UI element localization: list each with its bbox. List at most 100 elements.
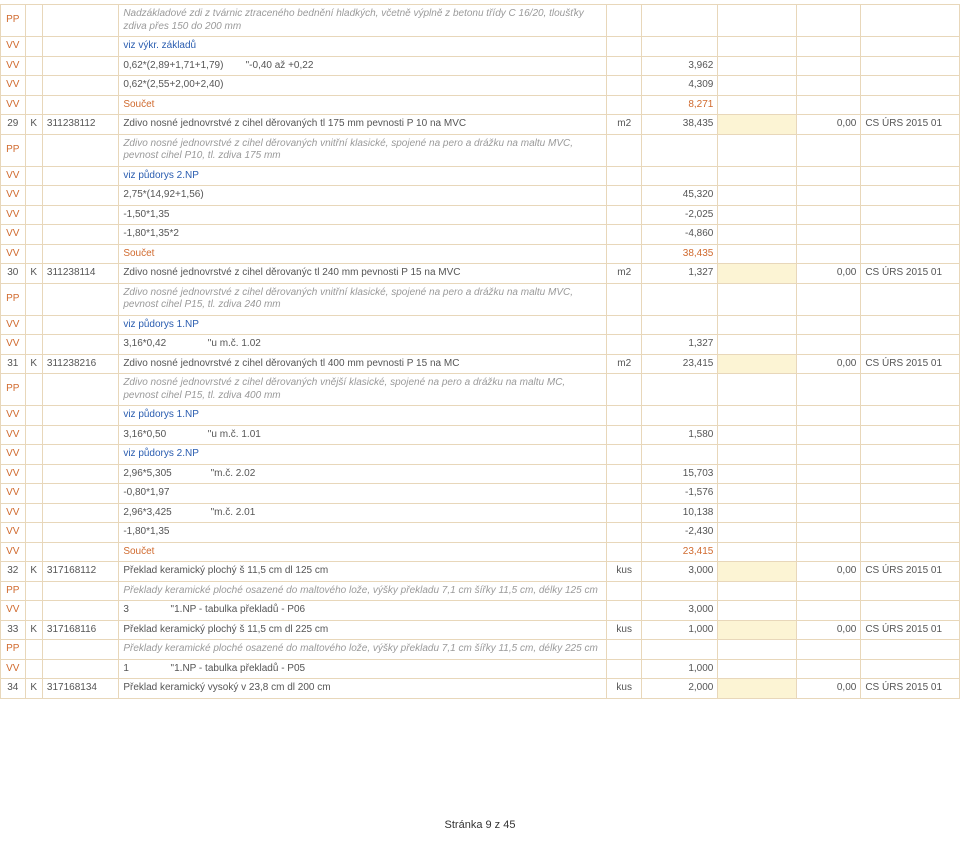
item-unit-price xyxy=(718,115,797,135)
cell-c2 xyxy=(25,37,42,57)
item-total-text: 0,00 xyxy=(837,358,856,369)
row-tag-pp: PP xyxy=(1,283,26,315)
cell-c9 xyxy=(861,166,960,186)
sum-label-text: Součet xyxy=(123,248,154,259)
item-quantity-text: 2,000 xyxy=(688,682,713,693)
item-code-text: 317168112 xyxy=(47,565,96,576)
table-row: 34K317168134Překlad keramický vysoký v 2… xyxy=(1,679,960,699)
item-code: 311238112 xyxy=(42,115,118,135)
calc-result: -2,430 xyxy=(641,523,717,543)
item-unit-price xyxy=(718,679,797,699)
item-number-text: 32 xyxy=(7,565,18,576)
item-description: Zdivo nosné jednovrstvé z cihel děrovaný… xyxy=(119,354,607,374)
row-tag-pp-text: PP xyxy=(6,144,19,155)
calc-result: -2,025 xyxy=(641,205,717,225)
calc-result: 15,703 xyxy=(641,464,717,484)
table-row: PPNadzákladové zdi z tvárnic ztraceného … xyxy=(1,5,960,37)
row-tag-vv-text: VV xyxy=(6,99,19,110)
item-description: Zdivo nosné jednovrstvé z cihel děrovaný… xyxy=(119,115,607,135)
cell-c5 xyxy=(607,37,642,57)
row-tag-vv-text: VV xyxy=(6,189,19,200)
cell-c3 xyxy=(42,5,118,37)
cell-c9 xyxy=(861,56,960,76)
item-description-text: Zdivo nosné jednovrstvé z cihel děrovaný… xyxy=(123,118,466,129)
row-tag-vv-text: VV xyxy=(6,40,19,51)
cell-c5 xyxy=(607,503,642,523)
calc-result: 1,327 xyxy=(641,335,717,355)
cell-c5 xyxy=(607,166,642,186)
cell-c5 xyxy=(607,425,642,445)
row-tag-vv-text: VV xyxy=(6,248,19,259)
row-tag-vv: VV xyxy=(1,56,26,76)
item-type: K xyxy=(25,115,42,135)
item-code-text: 317168116 xyxy=(47,624,96,635)
row-tag-pp-text: PP xyxy=(6,643,19,654)
item-quantity: 3,000 xyxy=(641,562,717,582)
note-text-text: Zdivo nosné jednovrstvé z cihel děrovaný… xyxy=(123,377,565,401)
cell-c7 xyxy=(718,542,797,562)
calc-expression-text: 2,96*3,425 "m.č. 2.01 xyxy=(123,507,255,518)
row-tag-vv: VV xyxy=(1,205,26,225)
cell-c9 xyxy=(861,225,960,245)
sum-value: 38,435 xyxy=(641,244,717,264)
item-number-text: 33 xyxy=(7,624,18,635)
calc-expression: 3,16*0,50 "u m.č. 1.01 xyxy=(119,425,607,445)
item-quantity-text: 38,435 xyxy=(683,118,714,129)
row-tag-vv: VV xyxy=(1,659,26,679)
item-total: 0,00 xyxy=(797,264,861,284)
note-text-text: Zdivo nosné jednovrstvé z cihel děrovaný… xyxy=(123,287,573,311)
cell-c3 xyxy=(42,523,118,543)
item-total: 0,00 xyxy=(797,115,861,135)
row-tag-vv-text: VV xyxy=(6,409,19,420)
cell-c9 xyxy=(861,601,960,621)
cell-c8 xyxy=(797,134,861,166)
item-total: 0,00 xyxy=(797,562,861,582)
cell-c9 xyxy=(861,5,960,37)
row-tag-pp-text: PP xyxy=(6,293,19,304)
item-quantity: 1,000 xyxy=(641,620,717,640)
item-total: 0,00 xyxy=(797,354,861,374)
cell-c7 xyxy=(718,335,797,355)
item-number: 34 xyxy=(1,679,26,699)
row-tag-vv-text: VV xyxy=(6,209,19,220)
table-row: VVSoučet23,415 xyxy=(1,542,960,562)
cell-c3 xyxy=(42,503,118,523)
reference-text: viz půdorys 2.NP xyxy=(119,445,607,465)
item-code: 311238114 xyxy=(42,264,118,284)
calc-result-text: 10,138 xyxy=(683,507,714,518)
item-number: 33 xyxy=(1,620,26,640)
cell-c8 xyxy=(797,283,861,315)
table-row: VV2,96*3,425 "m.č. 2.0110,138 xyxy=(1,503,960,523)
table-row: 31K311238216Zdivo nosné jednovrstvé z ci… xyxy=(1,354,960,374)
calc-result-text: -2,430 xyxy=(685,526,713,537)
cell-c5 xyxy=(607,95,642,115)
item-description-text: Překlad keramický plochý š 11,5 cm dl 12… xyxy=(123,565,328,576)
cell-c5 xyxy=(607,225,642,245)
cell-c7 xyxy=(718,205,797,225)
cell-c5 xyxy=(607,640,642,660)
cell-c9 xyxy=(861,244,960,264)
item-ref: CS ÚRS 2015 01 xyxy=(861,354,960,374)
row-tag-pp: PP xyxy=(1,134,26,166)
row-tag-vv: VV xyxy=(1,95,26,115)
cell-c9 xyxy=(861,503,960,523)
sum-label: Součet xyxy=(119,95,607,115)
row-tag-vv-text: VV xyxy=(6,170,19,181)
calc-expression-text: 1 "1.NP - tabulka překladů - P05 xyxy=(123,663,305,674)
note-text-text: Zdivo nosné jednovrstvé z cihel děrovaný… xyxy=(123,138,573,162)
cell-c2 xyxy=(25,406,42,426)
row-tag-pp: PP xyxy=(1,5,26,37)
table-row: VV1 "1.NP - tabulka překladů - P051,000 xyxy=(1,659,960,679)
item-number: 31 xyxy=(1,354,26,374)
cell-c7 xyxy=(718,315,797,335)
item-description-text: Zdivo nosné jednovrstvé z cihel děrovaný… xyxy=(123,358,459,369)
sum-value: 8,271 xyxy=(641,95,717,115)
row-tag-vv: VV xyxy=(1,166,26,186)
sum-label-text: Součet xyxy=(123,546,154,557)
cell-c9 xyxy=(861,542,960,562)
row-tag-vv: VV xyxy=(1,542,26,562)
cell-c7 xyxy=(718,134,797,166)
bill-of-quantities-table: PPNadzákladové zdi z tvárnic ztraceného … xyxy=(0,4,960,699)
reference-text: viz výkr. základů xyxy=(119,37,607,57)
calc-expression: 3,16*0,42 "u m.č. 1.02 xyxy=(119,335,607,355)
